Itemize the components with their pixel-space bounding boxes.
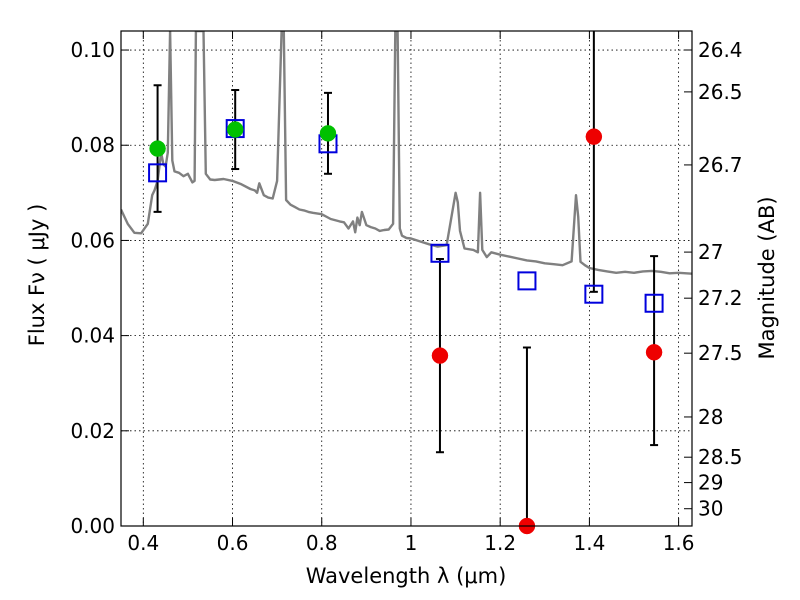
mag-tick-label: 27.2 bbox=[698, 286, 743, 310]
plot-frame bbox=[120, 30, 693, 527]
y-tick-label: 0.02 bbox=[70, 419, 115, 443]
model-square-3 bbox=[430, 243, 450, 263]
y-tick-label: 0.08 bbox=[70, 133, 115, 157]
flux-point-0 bbox=[149, 140, 166, 157]
flux-point-1 bbox=[226, 121, 244, 138]
mag-tick-label: 30 bbox=[698, 497, 723, 521]
flux-point-3 bbox=[431, 347, 449, 364]
y-tick-label: 0.00 bbox=[70, 514, 115, 538]
model-square-6 bbox=[644, 293, 664, 313]
mag-tick-label: 26.7 bbox=[698, 153, 743, 177]
mag-tick-label: 26.4 bbox=[698, 38, 743, 62]
y-tick-label: 0.10 bbox=[70, 38, 115, 62]
x-tick-label: 1 bbox=[405, 531, 418, 555]
mag-tick-label: 29 bbox=[698, 471, 723, 495]
x-tick-label: 1.6 bbox=[663, 531, 695, 555]
right-axis-title: Magnitude (AB) bbox=[755, 196, 779, 359]
axis-ticks bbox=[121, 31, 692, 527]
x-tick-label: 1.2 bbox=[484, 531, 516, 555]
x-tick-label: 1.4 bbox=[573, 531, 605, 555]
y-tick-label: 0.04 bbox=[70, 324, 115, 348]
model-square-5 bbox=[584, 284, 604, 304]
model-square-0 bbox=[148, 163, 168, 183]
mag-tick-label: 28.5 bbox=[698, 445, 743, 469]
flux-point-2 bbox=[319, 125, 337, 142]
flux-point-6 bbox=[645, 344, 663, 361]
x-axis-title: Wavelength λ (μm) bbox=[306, 564, 507, 588]
mag-tick-label: 27.5 bbox=[698, 341, 743, 365]
mag-tick-label: 26.5 bbox=[698, 80, 743, 104]
grid-lines bbox=[121, 31, 692, 527]
observed-flux-points bbox=[149, 121, 663, 535]
model-square-4 bbox=[517, 271, 537, 291]
mag-tick-label: 27 bbox=[698, 240, 723, 264]
x-tick-label: 0.4 bbox=[127, 531, 159, 555]
x-tick-labels: 0.4 0.6 0.8 1 1.2 1.4 1.6 bbox=[127, 531, 694, 555]
x-tick-label: 0.8 bbox=[306, 531, 338, 555]
x-tick-label: 0.6 bbox=[217, 531, 249, 555]
model-spectrum bbox=[121, 31, 692, 275]
mag-tick-label: 28 bbox=[698, 405, 723, 429]
spectrum-line bbox=[121, 31, 692, 275]
y-tick-labels: 0.00 0.02 0.04 0.06 0.08 0.10 bbox=[70, 38, 115, 538]
flux-point-5 bbox=[585, 128, 603, 145]
y-tick-label: 0.06 bbox=[70, 228, 115, 252]
y-axis-title: Flux Fν ( μJy ) bbox=[25, 204, 49, 347]
